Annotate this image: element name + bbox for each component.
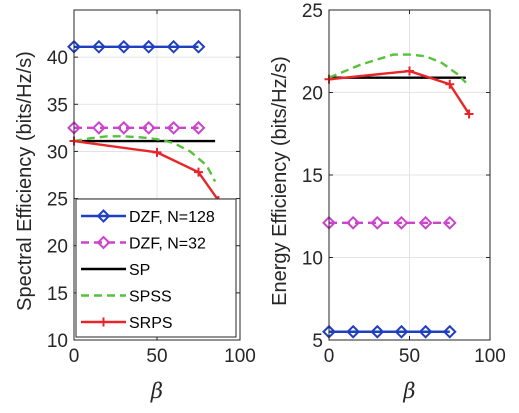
axes-box (73, 9, 241, 341)
y-tick-label: 30 (47, 142, 68, 163)
legend-label-spss: SPSS (129, 289, 172, 306)
marker-dzf-n-32 (91, 120, 106, 135)
y-tick-label: 15 (302, 166, 323, 187)
legend-label-dzf-n-32: DZF, N=32 (129, 236, 206, 253)
series-line-srps (74, 139, 220, 202)
plot-area (329, 53, 471, 333)
x-axis-label: β (402, 379, 415, 403)
axes-box (328, 9, 491, 341)
marker-dzf-n-32 (442, 215, 457, 230)
legend-marker-srps (99, 317, 108, 327)
legend: DZF, N=128 DZF, N=32 SP SPSS SRPS (75, 198, 237, 338)
marker-dzf-n-32 (346, 215, 361, 230)
series-line-spss (74, 135, 217, 183)
x-tick-label: 100 (224, 346, 256, 367)
marker-srps (464, 109, 474, 119)
legend-marker-dzf-n-32 (96, 235, 111, 250)
series-line-srps (329, 69, 471, 115)
marker-srps (194, 167, 203, 177)
y-tick-label: 35 (47, 95, 68, 116)
marker-dzf-n-32 (418, 215, 433, 230)
marker-dzf-n-128 (116, 39, 131, 54)
legend-label-dzf-n-128: DZF, N=128 (129, 209, 215, 226)
y-tick-label: 10 (47, 331, 68, 352)
x-tick-label: 0 (69, 346, 80, 367)
legend-marker-dzf-n-128 (96, 209, 111, 223)
x-tick-label: 100 (474, 346, 506, 367)
marker-dzf-n-128 (394, 324, 409, 339)
marker-dzf-n-128 (191, 39, 206, 54)
marker-dzf-n-128 (166, 39, 181, 54)
x-tick-label: 0 (324, 346, 335, 367)
marker-dzf-n-32 (166, 120, 181, 135)
marker-dzf-n-128 (91, 39, 106, 54)
y-tick-label: 20 (302, 84, 323, 105)
marker-dzf-n-128 (346, 324, 361, 339)
marker-dzf-n-32 (116, 120, 131, 135)
marker-dzf-n-128 (418, 324, 433, 339)
chart-panel-2: 0 50 100 5 10 15 20 25 β Energy Efficiency (bits/… (269, 1, 506, 403)
marker-dzf-n-128 (141, 39, 156, 54)
marker-dzf-n-128 (370, 324, 385, 339)
marker-dzf-n-32 (370, 215, 385, 230)
marker-srps (152, 147, 162, 157)
y-tick-label: 5 (312, 331, 323, 352)
x-tick-label: 50 (146, 346, 167, 367)
y-tick-label: 40 (47, 48, 68, 69)
y-tick-label: 25 (47, 190, 68, 211)
x-tick-label: 50 (399, 346, 420, 367)
marker-srps (405, 66, 414, 76)
y-axis-label: Spectral Efficiency (bits/Hz/s) (14, 51, 36, 311)
y-tick-label: 20 (47, 237, 68, 258)
legend-label-srps: SRPS (129, 315, 173, 332)
y-tick-label: 15 (47, 284, 68, 305)
marker-dzf-n-32 (394, 215, 409, 230)
marker-dzf-n-32 (141, 120, 156, 135)
x-axis-label: β (150, 379, 163, 403)
marker-dzf-n-32 (191, 120, 206, 135)
y-axis-label: Energy Efficiency (bits/Hz/s) (269, 56, 291, 306)
legend-label-sp: SP (129, 262, 150, 279)
series-line-spss (329, 53, 467, 84)
marker-dzf-n-128 (442, 324, 457, 339)
y-tick-label: 25 (302, 1, 323, 22)
marker-srps (445, 79, 455, 89)
y-tick-label: 10 (302, 249, 323, 270)
